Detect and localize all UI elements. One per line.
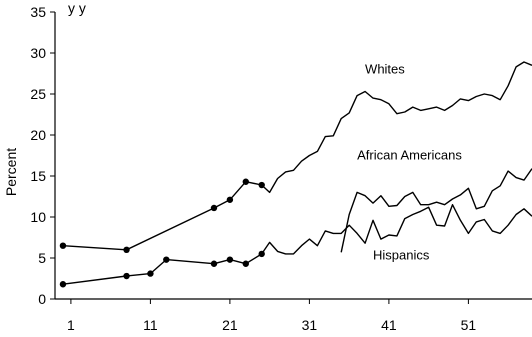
data-point-whites (210, 204, 218, 212)
series-whites: Whites (59, 61, 532, 253)
y-tick-label: 30 (30, 45, 46, 61)
x-tick-label: 21 (222, 317, 238, 333)
series-african-americans: African Americans (340, 148, 532, 253)
x-tick-label: 41 (381, 317, 397, 333)
data-point-whites (258, 181, 265, 189)
series-line-hispanics (62, 204, 532, 285)
y-tick-label: 0 (38, 291, 46, 307)
y-axis: 0 5 10 15 20 25 30 35 (30, 4, 56, 307)
series-group: Whites African Americans Hispanics (59, 61, 532, 288)
data-point-whites (242, 178, 249, 185)
x-tick-label: 51 (461, 317, 477, 333)
y-tick-label: 20 (30, 127, 46, 143)
y-tick-label: 15 (30, 168, 46, 184)
y-axis-title: Percent (3, 148, 19, 196)
x-axis: 1 11 21 31 41 51 (55, 298, 532, 333)
data-point-whites (59, 242, 67, 249)
data-point-whites (226, 196, 234, 203)
y-tick-label: 10 (30, 209, 46, 225)
data-point-hispanics (242, 260, 249, 267)
y-tick-label: 25 (30, 86, 46, 102)
y-tick-label: 35 (30, 4, 46, 20)
data-point-hispanics (147, 270, 154, 277)
series-label-african-americans: African Americans (357, 148, 462, 163)
x-tick-label: 1 (67, 317, 75, 333)
series-line-african-americans (340, 168, 532, 253)
chart-title-fragment: y y (68, 0, 86, 16)
data-point-hispanics (163, 256, 170, 263)
series-label-hispanics: Hispanics (373, 248, 430, 263)
data-point-hispanics (59, 281, 67, 288)
data-point-hispanics (210, 260, 218, 267)
series-hispanics: Hispanics (59, 204, 532, 288)
series-line-whites (62, 61, 532, 251)
data-point-hispanics (226, 256, 234, 263)
series-label-whites: Whites (365, 62, 405, 77)
y-tick-label: 5 (38, 250, 46, 266)
data-point-hispanics (123, 272, 130, 280)
data-point-whites (123, 246, 130, 253)
x-tick-label: 11 (143, 317, 158, 333)
x-tick-label: 31 (302, 317, 318, 333)
data-point-hispanics (258, 250, 265, 258)
